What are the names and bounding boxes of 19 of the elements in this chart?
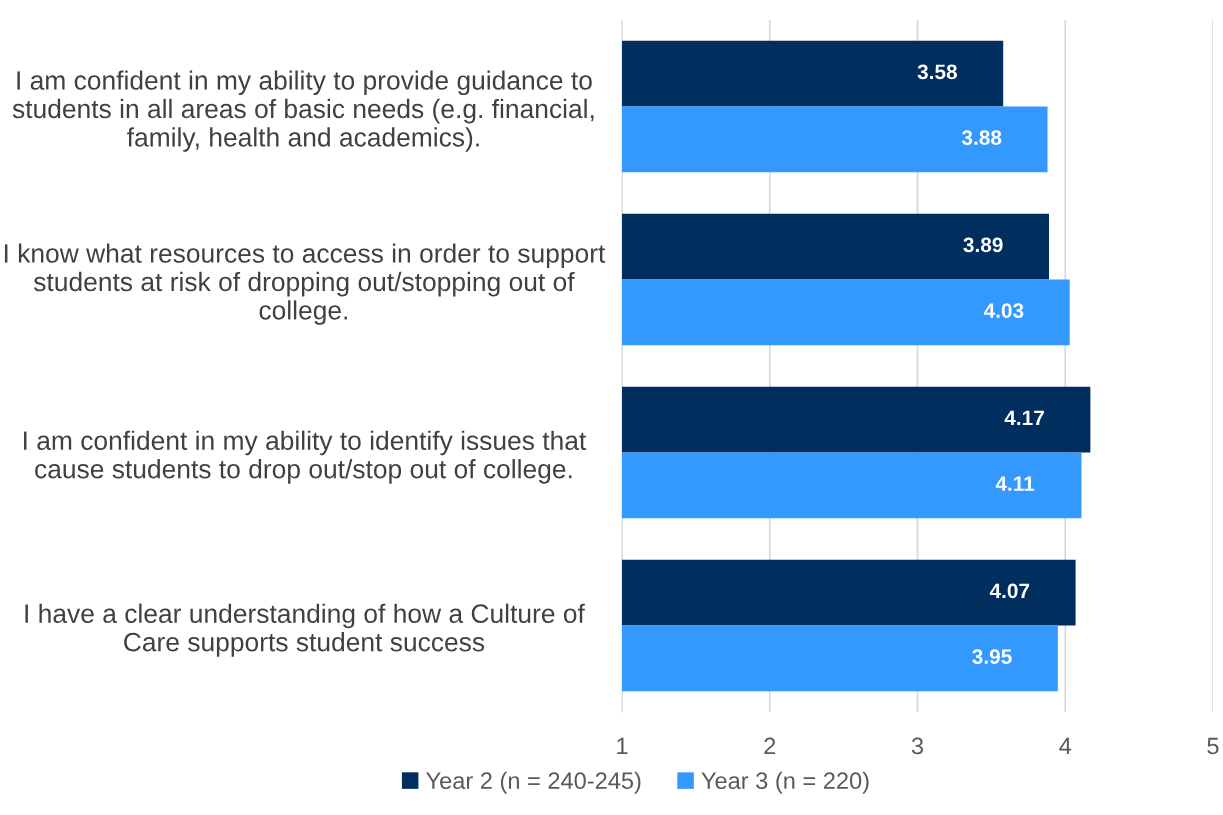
data-label: 4.03 [983,303,1024,318]
y-tick-label: I know what resources to access in order to support students at risk of dropping out/stopping out of college. [4,243,606,325]
x-tick-label: 2 [764,737,776,755]
data-label: 3.89 [963,237,1003,253]
legend-label: Year 3 (n = 220) [701,771,869,794]
data-label: 4.11 [995,476,1035,491]
x-tick-label: 3 [911,737,924,755]
y-tick-label: I am confident in my ability to identify issues that cause students to drop out/stop out of college. [24,430,587,484]
data-label: 4.07 [989,583,1030,599]
data-label: 3.88 [961,130,1002,145]
data-label: 3.95 [972,649,1012,664]
legend-label: Year 2 (n = 240-245) [426,771,641,794]
x-tick-label: 1 [617,737,628,755]
y-tick-label: I am confident in my ability to provide guidance to students in all areas of basic needs (e.g. financial, family, health and academics). [12,70,594,152]
y-tick-label: I have a clear understanding of how a Culture of Care supports student success [25,603,585,657]
x-tick-label: 5 [1207,737,1219,755]
data-label: 4.17 [1004,410,1044,426]
data-label: 3.58 [917,64,957,80]
x-tick-label: 4 [1059,737,1072,755]
